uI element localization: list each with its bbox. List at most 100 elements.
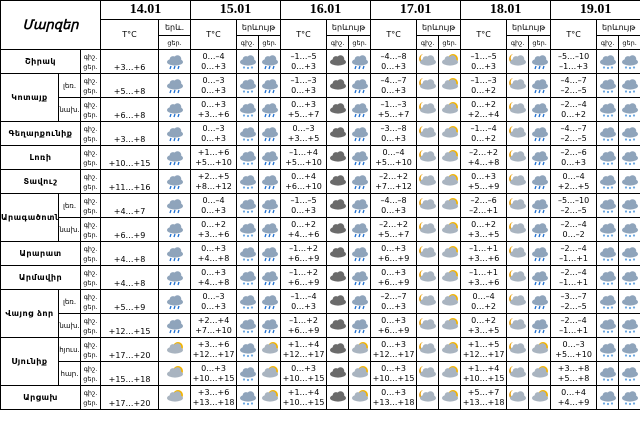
temp-day: +4…+9 <box>557 397 590 407</box>
weather-icon <box>622 223 639 238</box>
temp-cell: –1…+1 +3…+6 <box>460 265 508 290</box>
temp-night: 0…+3 <box>381 387 406 397</box>
weather-icon <box>352 151 369 166</box>
weather-icon <box>442 102 459 114</box>
phen-header: երևույթ <box>506 19 552 36</box>
temp-cell: –5…–10 –1…+3 <box>550 49 598 74</box>
temp-day: +13…+18 <box>372 397 415 407</box>
icon-cell <box>596 169 620 194</box>
icon-cell <box>348 217 372 242</box>
temp-night: –4…–7 <box>560 123 587 133</box>
temp-cell: –1…–5 0…+3 <box>280 193 328 218</box>
night-day-label: գիշ. ցեր. <box>79 145 102 170</box>
weather-icon <box>442 366 459 378</box>
icon-cell <box>438 49 462 74</box>
weather-icon <box>622 127 639 142</box>
temp-night: –1…+2 <box>289 267 318 277</box>
icon-cell <box>258 265 282 290</box>
icon-cell <box>506 169 530 194</box>
night-label: գիշ. <box>83 100 98 109</box>
data-row: նախ. գիշ. ցեր. +6…+9 0…+2 +3…+6 0…+2 +4…+6 –2…+2… <box>1 217 640 242</box>
temp-night: –2…+2 <box>469 147 499 157</box>
temp-night: 0…+3 <box>381 339 406 349</box>
temp-night: +1…+4 <box>467 363 500 373</box>
temp-day: +6…+10 <box>285 181 322 191</box>
icon-cell <box>236 313 260 338</box>
weather-icon <box>600 319 617 334</box>
temp-night: –1…–3 <box>470 75 497 85</box>
icon-cell <box>348 361 372 386</box>
icon-cell <box>528 265 552 290</box>
weather-icon <box>352 103 369 118</box>
temp-night: +1…+4 <box>287 387 320 397</box>
temp-cell: –1…–4 0…+2 <box>460 121 508 146</box>
icon-cell <box>528 385 552 410</box>
weather-icon <box>419 246 437 258</box>
temp-night: –1…+1 <box>469 267 499 277</box>
day-label: ցեր. <box>83 398 98 407</box>
temp-day: –2…–5 <box>560 85 587 95</box>
weather-icon <box>166 319 183 334</box>
temp-cell: –2…–4 –1…+1 <box>550 265 598 290</box>
temp-day: 0…+3 <box>291 301 316 311</box>
sub-region: հար. <box>58 361 81 386</box>
night-day-label: գիշ. ցեր. <box>79 289 102 314</box>
region-name: Սյունիք <box>0 337 59 386</box>
icon-cell <box>236 193 260 218</box>
weather-icon <box>622 367 639 382</box>
day-label: ցեր. <box>83 86 98 95</box>
night-day-label: գիշ. ցեր. <box>79 313 102 338</box>
temp-cell: 0…–4 0…+2 <box>460 289 508 314</box>
temp-cell: –2…–6 0…+3 <box>550 145 598 170</box>
icon-cell <box>596 313 620 338</box>
temp-today: +17…+20 <box>100 337 160 362</box>
weather-icon <box>622 175 639 190</box>
temp-cell: –1…–5 0…+3 <box>460 49 508 74</box>
weather-icon <box>240 127 257 142</box>
temp-night: 0…+4 <box>561 387 587 397</box>
weather-icon <box>262 319 279 334</box>
data-row: Գեղարքունիք գիշ. ցեր. +3…+8 0…–3 0…+3 0…–3 +3…+… <box>0 121 640 146</box>
icon-cell <box>506 145 530 170</box>
icon-cell <box>348 385 372 410</box>
temp-night: 0…–3 <box>202 291 225 301</box>
day-label: ցեր. <box>83 62 98 71</box>
weather-icon <box>419 366 437 378</box>
temp-night: +1…+4 <box>287 339 320 349</box>
temp-night: –1…–3 <box>380 99 407 109</box>
temp-day: +3…+6 <box>197 109 230 119</box>
temp-header: T°C <box>280 19 328 50</box>
temp-cell: 0…–4 0…+3 <box>190 49 238 74</box>
icon-cell <box>528 49 552 74</box>
weather-icon <box>352 319 369 334</box>
weather-icon <box>532 366 549 378</box>
weather-icon <box>330 175 347 186</box>
weather-icon <box>166 342 183 354</box>
date: 19.01 <box>550 0 640 20</box>
weather-icon <box>442 126 459 138</box>
temp-day: +2…+4 <box>467 109 500 119</box>
temp-cell: +3…+6 +13…+18 <box>190 385 238 410</box>
icon-cell <box>236 49 260 74</box>
icon-cell <box>258 361 282 386</box>
temp-day: +5…+9 <box>467 181 500 191</box>
temp-night: 0…+3 <box>471 171 497 181</box>
data-row: Վայոց ձոր լեռ. գիշ. ցեր. +5…+9 0…–3 0…+3 –1…–4 0… <box>0 289 640 338</box>
icon-cell <box>528 313 552 338</box>
temp-night: +1…+6 <box>197 147 230 157</box>
weather-icon <box>330 319 347 330</box>
temp-cell: 0…+2 +3…+5 <box>460 313 508 338</box>
weather-icon <box>622 151 639 166</box>
temp-today: +3…+8 <box>100 121 160 146</box>
data-row: Կոտայք լեռ. գիշ. ցեր. +5…+8 0…–3 0…+3 –1…–3 0…+3… <box>0 73 640 122</box>
weather-icon <box>442 390 459 402</box>
temp-night: 0…–3 <box>202 123 225 133</box>
icon-cell <box>528 97 552 122</box>
weather-icon <box>262 295 279 310</box>
temp-today: +5…+8 <box>100 73 160 98</box>
icon-cell <box>528 193 552 218</box>
region-name: Տավուշ <box>0 169 81 194</box>
weather-icon <box>442 174 459 186</box>
icon-cell <box>348 265 372 290</box>
region-name: Արցախ <box>0 385 81 410</box>
